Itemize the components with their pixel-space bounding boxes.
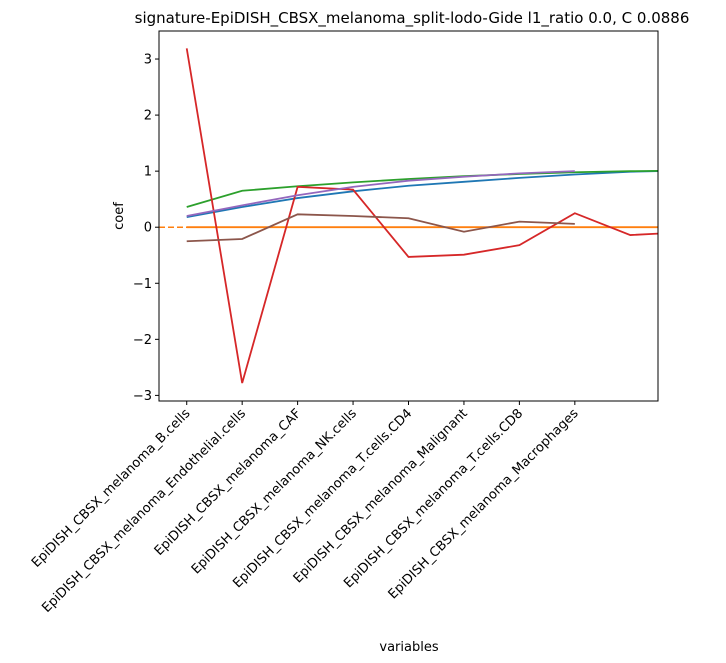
plot-area: −3−2−10123EpiDISH_CBSX_melanoma_B.cellsE…: [29, 30, 659, 616]
y-tick-label: 3: [144, 53, 152, 68]
y-tick-label: −1: [133, 277, 152, 292]
y-tick-label: −3: [133, 389, 152, 404]
y-tick-label: 2: [144, 109, 152, 124]
series-line-1: [186, 170, 658, 219]
chart-title: signature-EpiDISH_CBSX_melanoma_split-lo…: [135, 9, 690, 28]
series-line-5: [186, 170, 575, 217]
series-line-3: [186, 169, 658, 208]
x-tick-label: EpiDISH_CBSX_melanoma_Macrophages: [386, 406, 582, 602]
x-axis-label: variables: [379, 640, 438, 655]
y-tick-label: −2: [133, 333, 152, 348]
series-line-6: [186, 213, 575, 243]
series-group: [185, 48, 658, 384]
y-tick-label: 0: [144, 221, 152, 236]
series-line-4: [185, 48, 658, 384]
x-tick-label: EpiDISH_CBSX_melanoma_Endothelial.cells: [39, 406, 249, 616]
y-axis-label: coef: [112, 202, 127, 230]
y-tick-label: 1: [144, 165, 152, 180]
